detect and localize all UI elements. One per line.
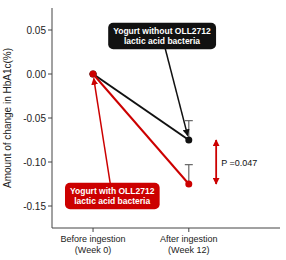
p-value-label: P =0.047 [221, 158, 257, 168]
callout: Yogurt without OLL2712lactic acid bacter… [108, 23, 216, 50]
y-tick [48, 74, 52, 75]
callout-label: Yogurt with OLL2712lactic acid bacteria [70, 186, 155, 207]
x-tick-label: Before ingestion(Week 0) [61, 234, 126, 255]
callout-arrow [162, 36, 188, 136]
x-tick [188, 228, 189, 232]
series-point [90, 71, 97, 78]
callout-box [65, 183, 160, 210]
y-tick-label: -0.15 [23, 201, 46, 212]
callout-label-line: lactic acid bacteria [74, 196, 150, 206]
chart: 0.05 0.00 -0.05 -0.10 -0.15 Amount of change … [0, 0, 286, 260]
callout: Yogurt with OLL2712lactic acid bacteria [65, 183, 160, 210]
x-tick [93, 228, 94, 232]
x-tick-label-line: After ingestion [160, 234, 218, 244]
callout-box [108, 23, 216, 50]
x-tick-label-line: Before ingestion [61, 234, 126, 244]
callout-label-line: Yogurt with OLL2712 [70, 186, 155, 196]
plot-area [89, 71, 193, 188]
y-tick-label: -0.10 [23, 157, 46, 168]
y-tick-label: -0.05 [23, 113, 46, 124]
x-axis [52, 228, 280, 229]
callout-label: Yogurt without OLL2712lactic acid bacter… [113, 26, 211, 47]
callout-label-line: Yogurt without OLL2712 [113, 26, 211, 36]
x-tick-label-line: (Week 12) [168, 245, 209, 255]
callout-arrow [94, 78, 112, 196]
error-bar-cap [185, 120, 193, 121]
y-tick [48, 118, 52, 119]
x-tick-label-line: (Week 0) [75, 245, 111, 255]
y-tick-label: 0.05 [27, 25, 47, 36]
error-bar-cap [185, 164, 193, 165]
y-tick [48, 30, 52, 31]
x-tick-label: After ingestion(Week 12) [160, 234, 218, 255]
series-point [90, 71, 97, 78]
y-tick [48, 206, 52, 207]
y-tick-label: 0.00 [27, 69, 47, 80]
y-tick [48, 162, 52, 163]
p-value-arrow [215, 140, 217, 184]
callout-label-line: lactic acid bacteria [124, 36, 200, 46]
series-point [185, 181, 192, 188]
series-point [185, 137, 192, 144]
y-axis-label: Amount of change in HbA1c(%) [2, 48, 13, 188]
